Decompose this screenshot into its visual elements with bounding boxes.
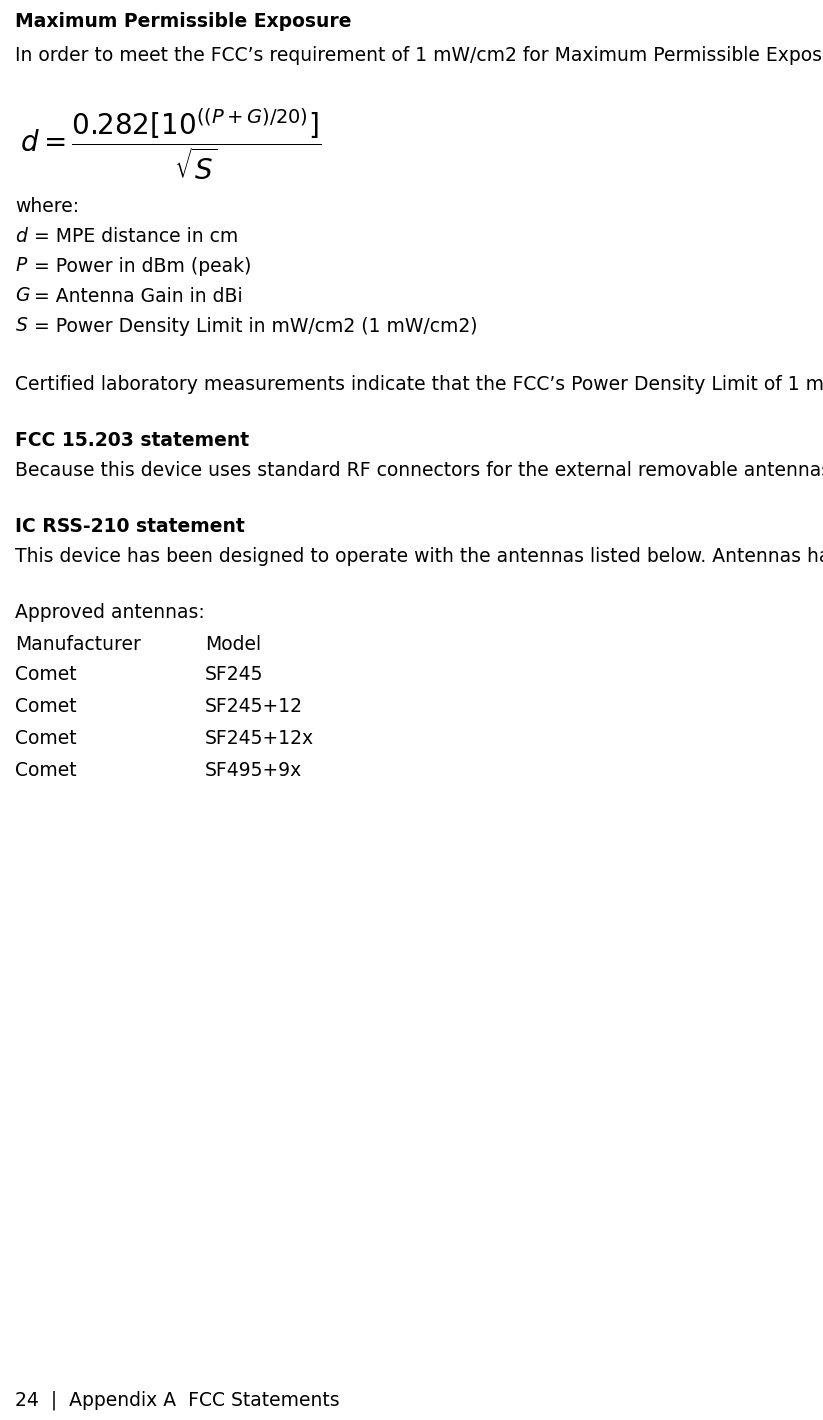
Text: In order to meet the FCC’s requirement of 1 mW/cm2 for Maximum Permissible Expos: In order to meet the FCC’s requirement o… [15, 45, 823, 65]
Text: where:: where: [15, 197, 79, 216]
Text: $d = \dfrac{0.282\left[10^{((P+G)/20)}\right]}{\sqrt{S}}$: $d = \dfrac{0.282\left[10^{((P+G)/20)}\r… [20, 106, 321, 182]
Text: = Power Density Limit in mW/cm2 (1 mW/cm2): = Power Density Limit in mW/cm2 (1 mW/cm… [28, 317, 477, 337]
Text: = Power in dBm (peak): = Power in dBm (peak) [28, 257, 251, 275]
Text: Comet: Comet [15, 728, 77, 748]
Text: FCC 15.203 statement: FCC 15.203 statement [15, 432, 249, 450]
Text: Because this device uses standard RF connectors for the external removable anten: Because this device uses standard RF con… [15, 462, 823, 480]
Text: IC RSS-210 statement: IC RSS-210 statement [15, 517, 244, 535]
Text: Model: Model [205, 635, 261, 655]
Text: This device has been designed to operate with the antennas listed below. Antenna: This device has been designed to operate… [15, 547, 823, 567]
Text: = Antenna Gain in dBi: = Antenna Gain in dBi [28, 287, 243, 305]
Text: Comet: Comet [15, 697, 77, 716]
Text: 24  |  Appendix A  FCC Statements: 24 | Appendix A FCC Statements [15, 1390, 340, 1410]
Text: SF245+12: SF245+12 [205, 697, 303, 716]
Text: Comet: Comet [15, 665, 77, 684]
Text: Manufacturer: Manufacturer [15, 635, 141, 655]
Text: SF245+12x: SF245+12x [205, 728, 314, 748]
Text: Comet: Comet [15, 761, 77, 780]
Text: $P$: $P$ [15, 257, 28, 275]
Text: $S$: $S$ [15, 317, 28, 335]
Text: Approved antennas:: Approved antennas: [15, 604, 205, 622]
Text: Certified laboratory measurements indicate that the FCC’s Power Density Limit of: Certified laboratory measurements indica… [15, 375, 823, 393]
Text: SF245: SF245 [205, 665, 263, 684]
Text: $d$: $d$ [15, 227, 29, 246]
Text: SF495+9x: SF495+9x [205, 761, 302, 780]
Text: Maximum Permissible Exposure: Maximum Permissible Exposure [15, 11, 351, 31]
Text: $G$: $G$ [15, 287, 30, 305]
Text: = MPE distance in cm: = MPE distance in cm [28, 227, 238, 246]
